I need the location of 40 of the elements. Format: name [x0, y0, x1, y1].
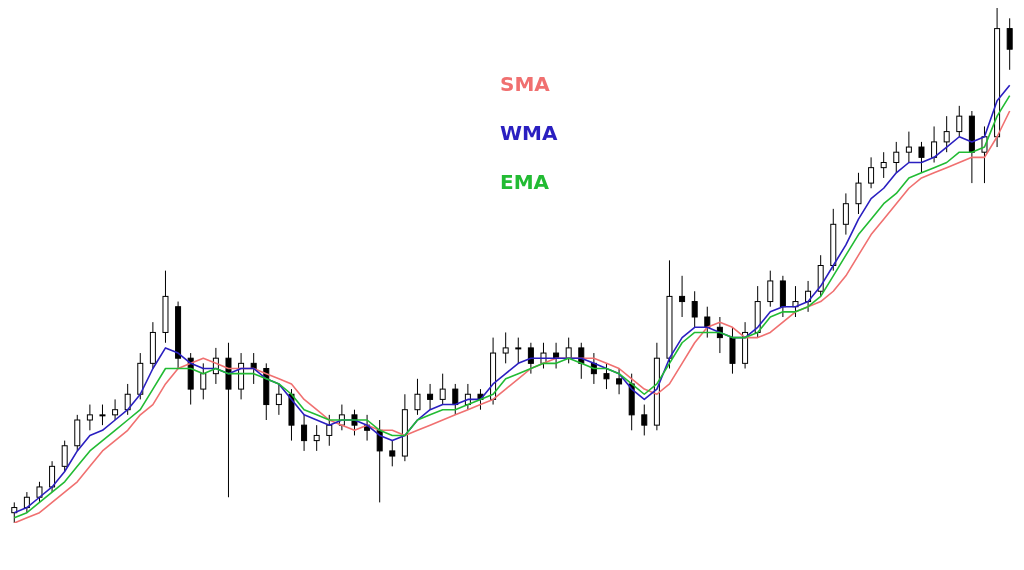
candlestick	[36, 481, 43, 503]
candlestick	[918, 141, 925, 174]
candlestick	[389, 440, 396, 467]
candlestick	[855, 172, 862, 215]
candlestick	[515, 337, 522, 364]
candlestick	[931, 125, 938, 163]
candlestick	[691, 290, 698, 328]
candlestick	[99, 404, 106, 426]
candlestick	[200, 362, 207, 400]
candlestick	[880, 151, 887, 179]
candlestick	[427, 383, 434, 411]
candlestick	[49, 460, 56, 493]
candlestick	[868, 156, 875, 189]
candlestick	[905, 131, 912, 163]
candlestick	[439, 373, 446, 406]
candlestick	[414, 378, 421, 416]
candlestick	[326, 414, 333, 447]
candlestick	[956, 105, 963, 138]
candlestick	[704, 306, 711, 339]
candlestick	[842, 192, 849, 236]
candlestick	[86, 404, 93, 431]
candlestick	[1006, 17, 1013, 71]
text: SMA	[500, 72, 551, 98]
candlestick	[767, 270, 774, 308]
candlestick	[616, 368, 623, 395]
candlestick	[893, 141, 900, 174]
candlestick	[112, 398, 119, 421]
text: WMA	[500, 121, 559, 147]
candlestick	[565, 337, 572, 364]
candlestick	[452, 383, 459, 416]
candlestick	[313, 424, 320, 452]
candlestick	[603, 362, 610, 390]
candlestick	[301, 414, 308, 452]
candlestick	[679, 275, 686, 318]
candlestick	[61, 440, 68, 472]
candlestick	[502, 331, 509, 364]
candlestick	[943, 115, 950, 153]
text: EMA	[500, 170, 551, 196]
candlestick	[641, 404, 648, 436]
candlestick	[275, 383, 282, 416]
